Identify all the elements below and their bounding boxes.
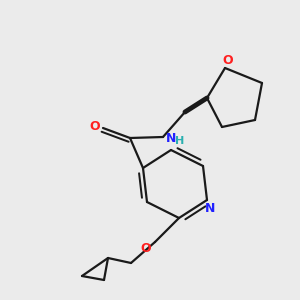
Text: O: O: [223, 55, 233, 68]
Text: H: H: [175, 136, 185, 146]
Text: N: N: [166, 133, 176, 146]
Text: N: N: [205, 202, 215, 214]
Text: O: O: [141, 242, 151, 254]
Text: O: O: [90, 119, 100, 133]
